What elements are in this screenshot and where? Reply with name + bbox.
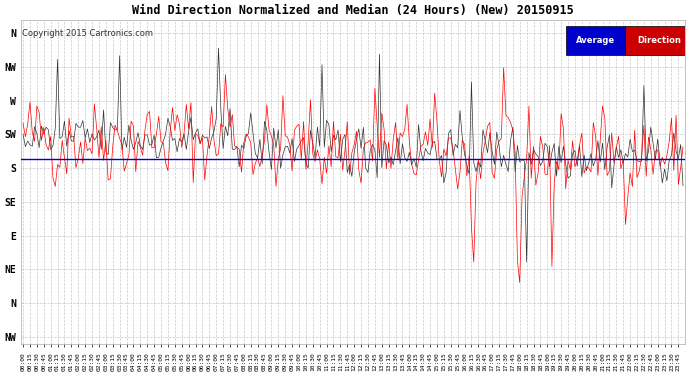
Text: Average: Average [576,36,615,45]
Title: Wind Direction Normalized and Median (24 Hours) (New) 20150915: Wind Direction Normalized and Median (24… [132,4,574,17]
Text: Direction: Direction [637,36,680,45]
FancyBboxPatch shape [625,26,690,56]
Text: Copyright 2015 Cartronics.com: Copyright 2015 Cartronics.com [22,30,153,39]
FancyBboxPatch shape [566,26,625,56]
